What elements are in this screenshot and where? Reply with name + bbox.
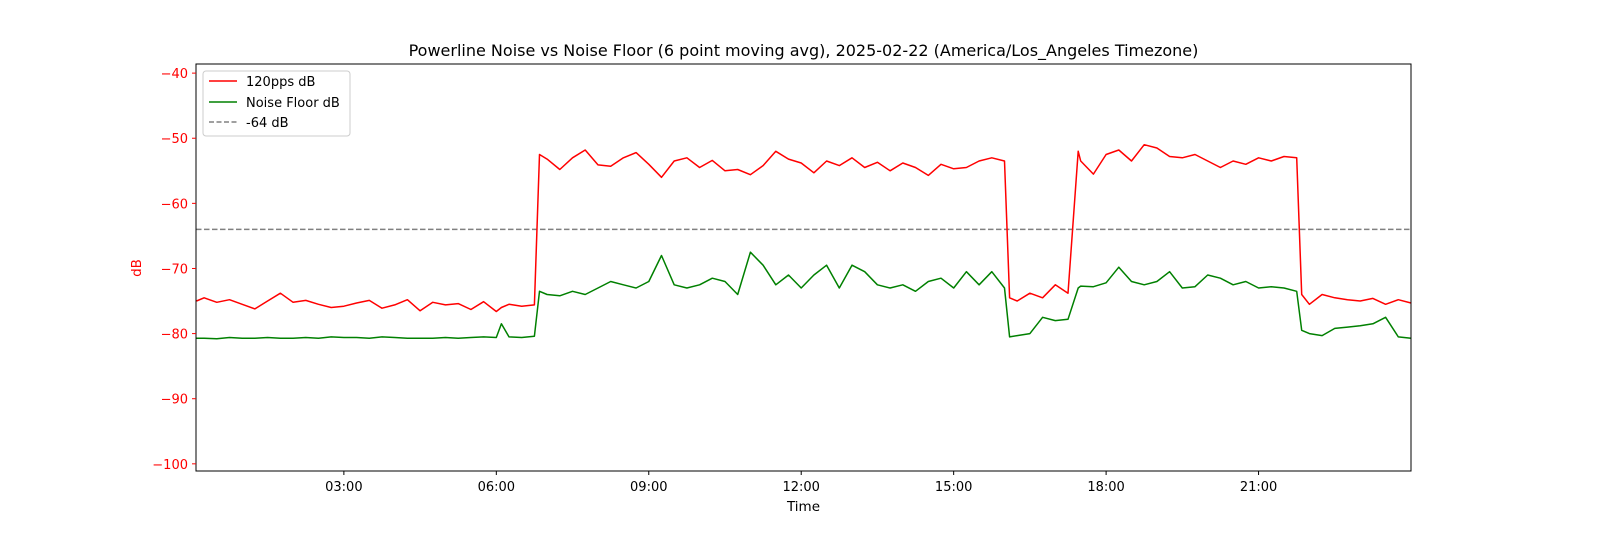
y-tick-label: −70 <box>161 262 188 277</box>
y-tick-label: −60 <box>161 197 188 212</box>
legend-label-120pps: 120pps dB <box>246 75 315 90</box>
y-tick-label: −50 <box>161 132 188 147</box>
legend-label-reference: -64 dB <box>246 116 289 131</box>
x-axis-label: Time <box>786 499 820 515</box>
legend-box <box>202 70 351 137</box>
y-tick-label: −80 <box>161 328 188 343</box>
y-tick-label: −90 <box>161 393 188 408</box>
x-tick-label: 18:00 <box>1087 480 1124 495</box>
legend-label-noise-floor: Noise Floor dB <box>246 96 340 111</box>
x-tick-label: 09:00 <box>630 480 667 495</box>
x-tick-label: 03:00 <box>325 480 362 495</box>
plot-frame <box>195 63 1412 472</box>
y-tick-label: −100 <box>152 458 188 473</box>
x-tick-label: 21:00 <box>1240 480 1277 495</box>
legend: 120pps dB Noise Floor dB -64 dB <box>202 70 351 137</box>
chart-title: Powerline Noise vs Noise Floor (6 point … <box>409 41 1199 61</box>
x-tick-label: 15:00 <box>935 480 972 495</box>
y-axis-label: dB <box>129 259 145 277</box>
y-tick-label: −40 <box>161 67 188 82</box>
series-line-120pps <box>196 143 1412 313</box>
x-tick-label: 06:00 <box>478 480 515 495</box>
series-line-noise-floor <box>196 251 1412 340</box>
x-tick-label: 12:00 <box>782 480 819 495</box>
